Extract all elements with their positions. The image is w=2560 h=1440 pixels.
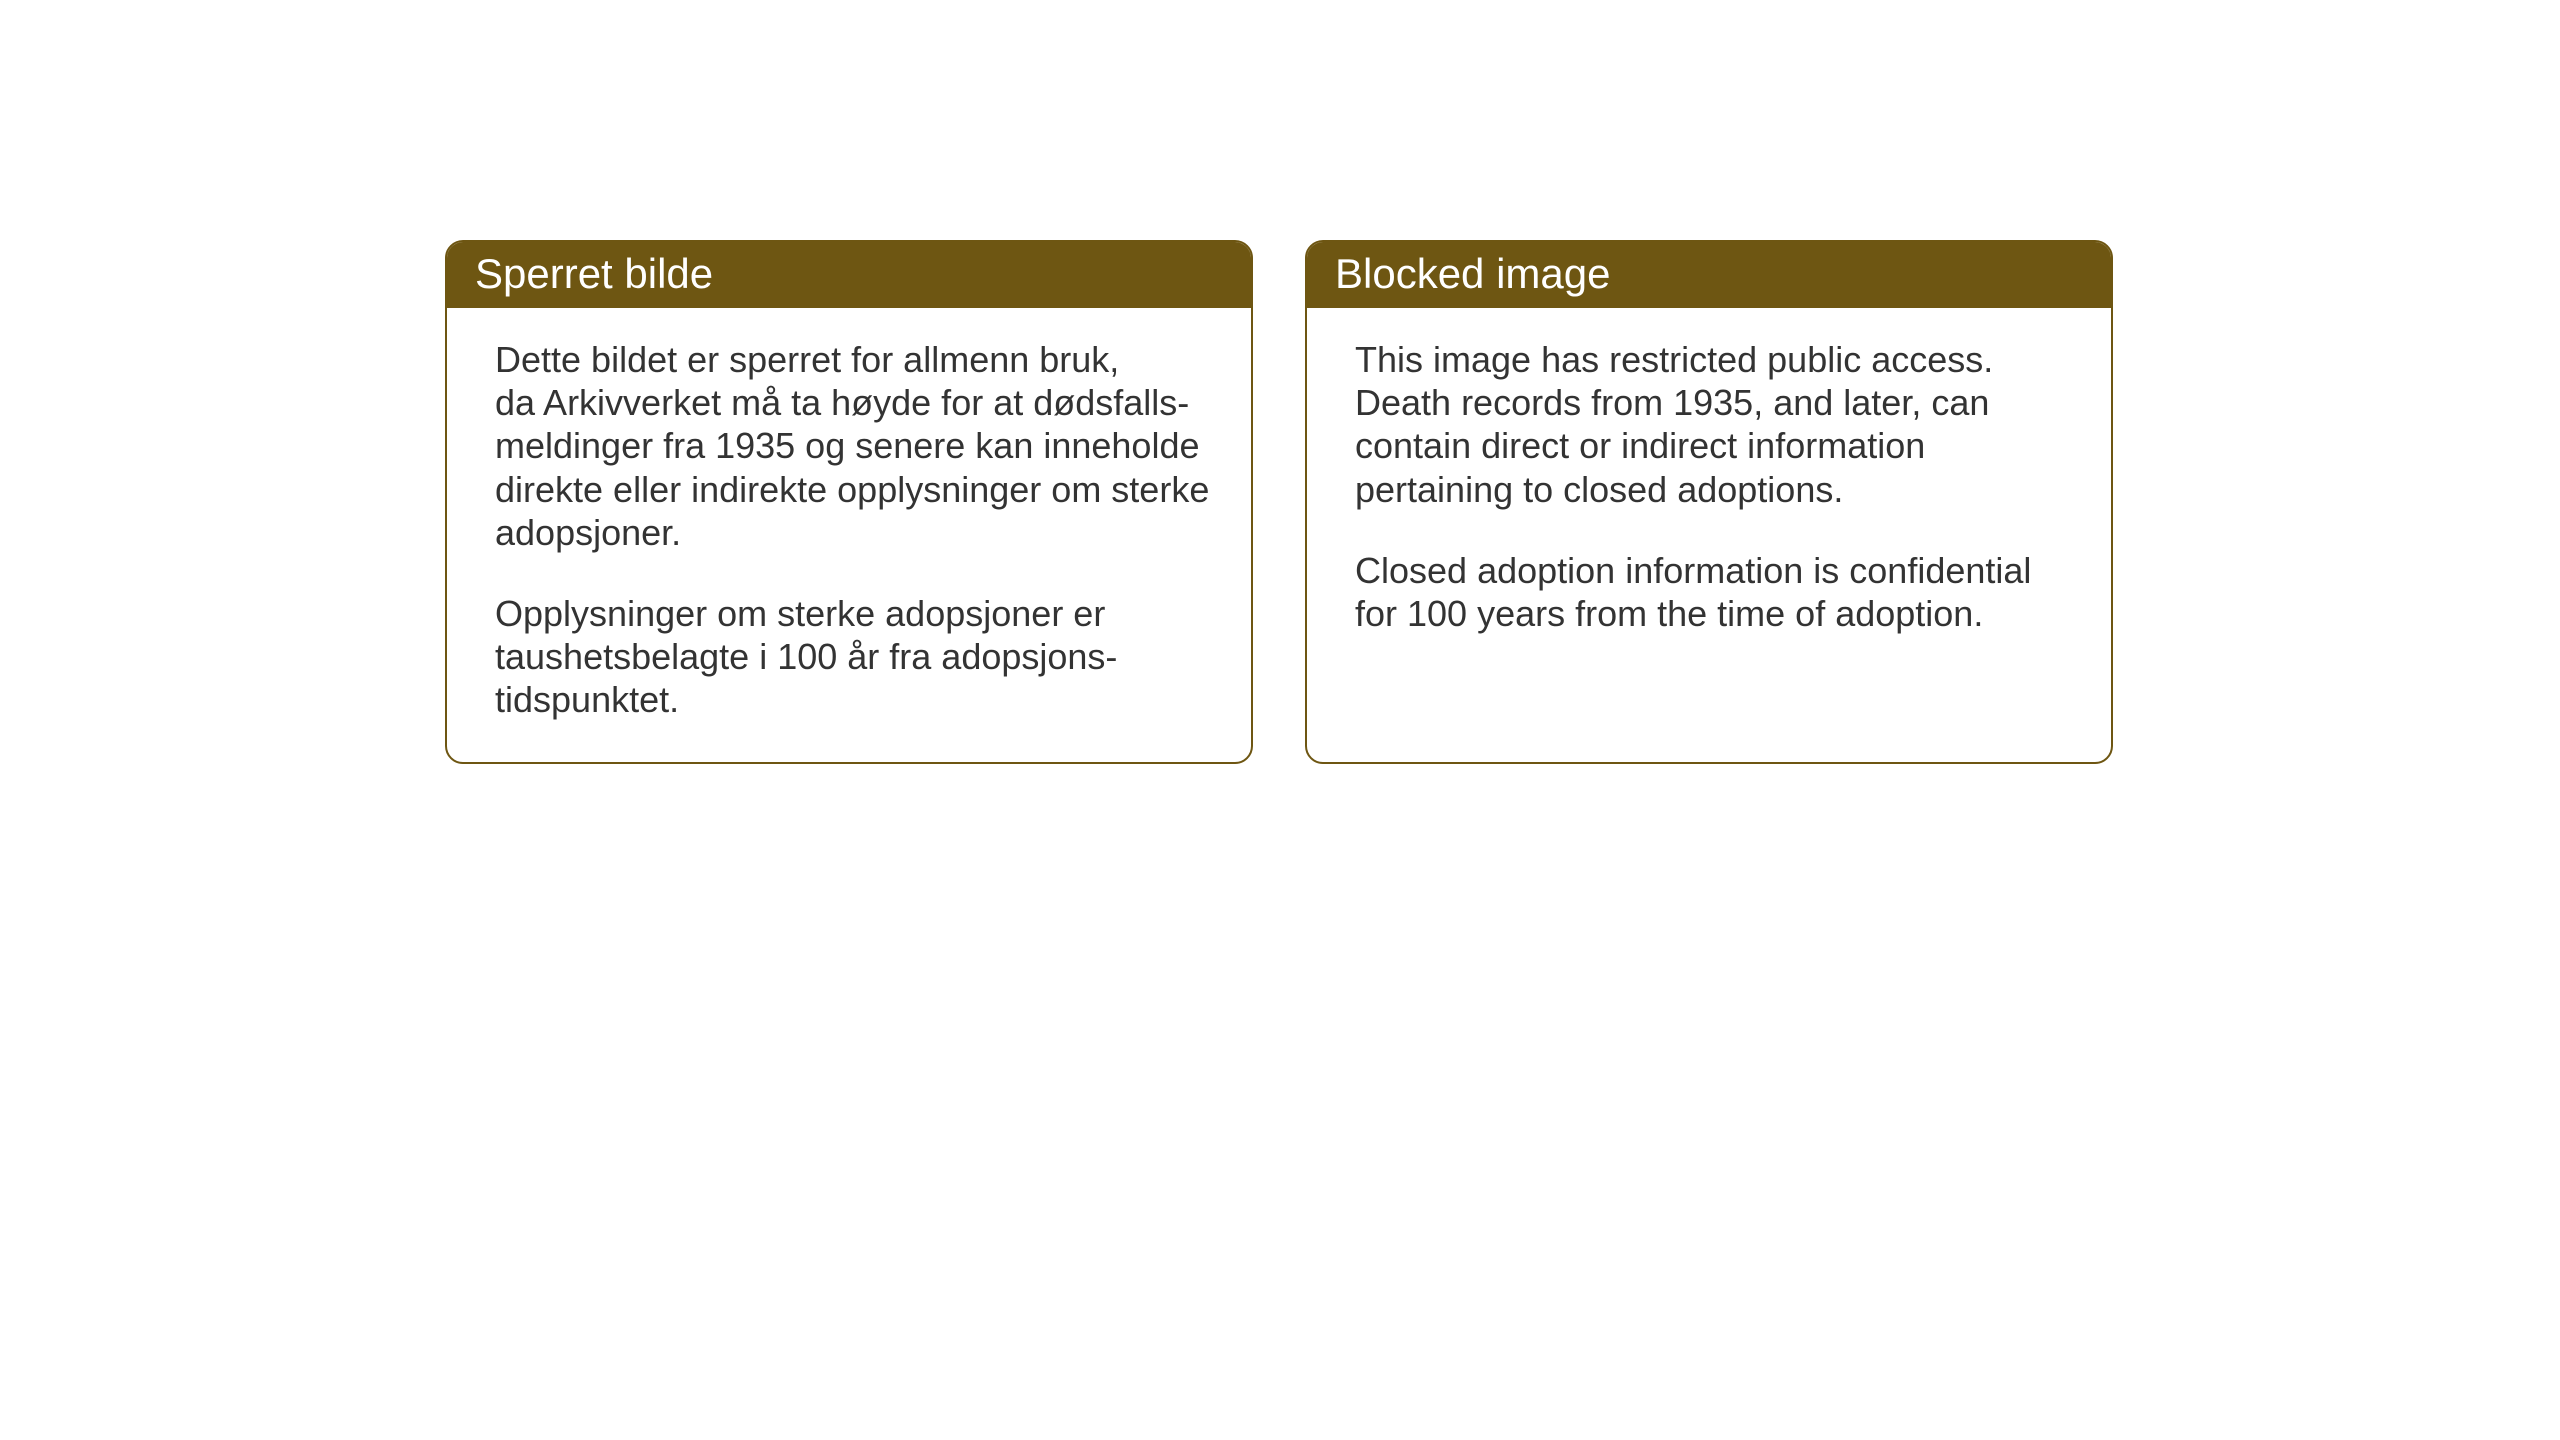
card-norwegian-header: Sperret bilde (447, 242, 1251, 308)
card-english-paragraph-1: This image has restricted public access.… (1355, 338, 2071, 511)
card-norwegian-paragraph-1: Dette bildet er sperret for allmenn bruk… (495, 338, 1211, 554)
card-norwegian: Sperret bilde Dette bildet er sperret fo… (445, 240, 1253, 764)
card-english: Blocked image This image has restricted … (1305, 240, 2113, 764)
card-norwegian-body: Dette bildet er sperret for allmenn bruk… (447, 308, 1251, 762)
card-english-paragraph-2: Closed adoption information is confident… (1355, 549, 2071, 635)
cards-container: Sperret bilde Dette bildet er sperret fo… (445, 240, 2113, 764)
card-norwegian-paragraph-2: Opplysninger om sterke adopsjoner ertaus… (495, 592, 1211, 722)
card-english-header: Blocked image (1307, 242, 2111, 308)
card-english-body: This image has restricted public access.… (1307, 308, 2111, 675)
